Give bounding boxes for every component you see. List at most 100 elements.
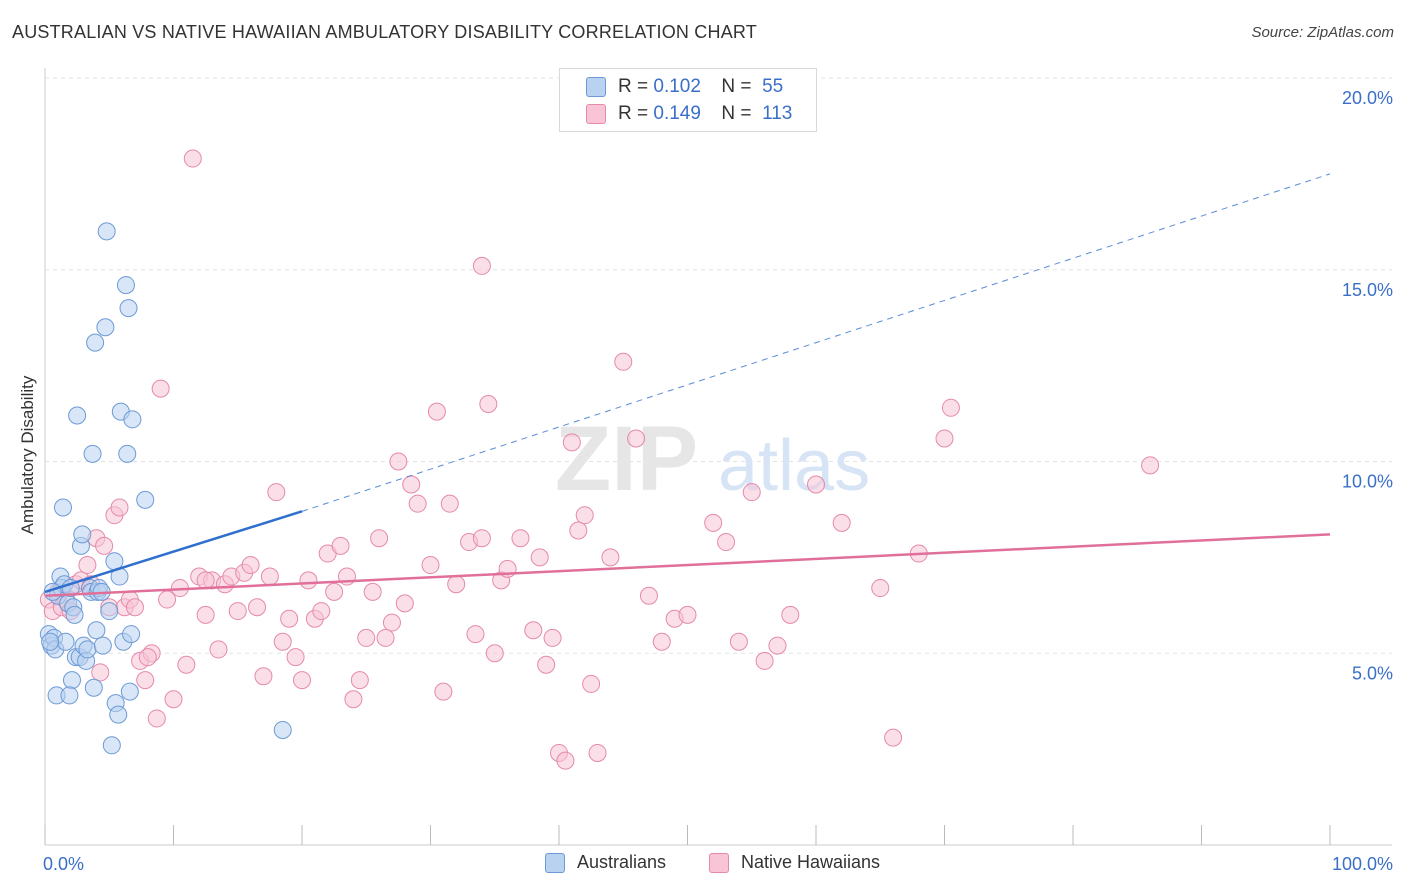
point-hawaiians	[196, 571, 215, 590]
point-hawaiians	[389, 452, 408, 471]
point-hawaiians	[472, 529, 491, 548]
point-hawaiians	[434, 682, 453, 701]
legend-row-australians: R = 0.102 N = 55	[586, 75, 783, 99]
point-hawaiians	[138, 648, 157, 667]
point-hawaiians	[678, 605, 697, 624]
point-hawaiians	[832, 513, 851, 532]
point-hawaiians	[357, 628, 376, 647]
point-australians	[73, 525, 92, 544]
point-hawaiians	[408, 494, 427, 513]
bottom-legend-label-australians: Australians	[577, 852, 667, 872]
trend-australians	[44, 510, 303, 594]
point-hawaiians	[941, 398, 960, 417]
point-australians	[86, 333, 105, 352]
point-hawaiians	[254, 667, 273, 686]
point-hawaiians	[556, 751, 575, 770]
point-hawaiians	[1141, 456, 1160, 475]
point-hawaiians	[248, 598, 267, 617]
point-hawaiians	[427, 402, 446, 421]
point-hawaiians	[755, 651, 774, 670]
bottom-swatch-hawaiians	[709, 852, 729, 873]
point-hawaiians	[280, 609, 299, 628]
legend-swatch-hawaiians	[586, 104, 606, 124]
bottom-legend-hawaiians: Native Hawaiians	[709, 852, 880, 873]
point-hawaiians	[125, 598, 144, 617]
point-australians	[87, 621, 106, 640]
point-australians	[78, 640, 97, 659]
point-hawaiians	[267, 483, 286, 502]
trend-australians-extended	[301, 173, 1331, 512]
chart-title: AUSTRALIAN VS NATIVE HAWAIIAN AMBULATORY…	[12, 22, 757, 42]
y-tick-label: 5.0%	[1352, 663, 1393, 683]
point-australians	[120, 682, 139, 701]
point-hawaiians	[196, 605, 215, 624]
point-australians	[96, 318, 115, 337]
point-hawaiians	[209, 640, 228, 659]
point-australians	[273, 720, 292, 739]
watermark: ZIP	[555, 408, 698, 510]
point-hawaiians	[530, 548, 549, 567]
point-australians	[118, 444, 137, 463]
bottom-legend-label-hawaiians: Native Hawaiians	[741, 852, 881, 872]
point-hawaiians	[447, 575, 466, 594]
point-hawaiians	[344, 690, 363, 709]
legend-r-value: 0.102	[653, 76, 701, 97]
y-tick-label: 10.0%	[1342, 472, 1393, 492]
point-hawaiians	[479, 394, 498, 413]
point-hawaiians	[273, 632, 292, 651]
point-hawaiians	[524, 621, 543, 640]
legend-r-label: R =	[618, 76, 649, 97]
point-hawaiians	[562, 433, 581, 452]
legend-row-hawaiians: R = 0.149 N = 113	[586, 102, 792, 126]
point-hawaiians	[575, 506, 594, 525]
point-hawaiians	[652, 632, 671, 651]
legend-n-label: N =	[721, 103, 752, 124]
point-hawaiians	[164, 690, 183, 709]
point-hawaiians	[228, 602, 247, 621]
y-tick-label: 20.0%	[1342, 88, 1393, 108]
point-hawaiians	[440, 494, 459, 513]
legend-r-label: R =	[618, 103, 649, 124]
point-australians	[84, 678, 103, 697]
point-hawaiians	[331, 536, 350, 555]
point-hawaiians	[601, 548, 620, 567]
point-hawaiians	[537, 655, 556, 674]
point-hawaiians	[370, 529, 389, 548]
point-hawaiians	[147, 709, 166, 728]
point-australians	[100, 602, 119, 621]
point-hawaiians	[768, 636, 787, 655]
point-hawaiians	[91, 663, 110, 682]
point-australians	[62, 671, 81, 690]
legend-r-value: 0.149	[653, 103, 701, 124]
point-hawaiians	[582, 674, 601, 693]
point-hawaiians	[807, 475, 825, 494]
point-hawaiians	[110, 498, 129, 517]
point-hawaiians	[543, 628, 562, 647]
point-hawaiians	[95, 536, 114, 555]
point-australians	[123, 410, 142, 429]
point-australians	[116, 276, 135, 295]
point-hawaiians	[78, 556, 97, 575]
source-label: Source: ZipAtlas.com	[1251, 24, 1394, 41]
point-australians	[56, 632, 75, 651]
point-australians	[41, 632, 60, 651]
point-hawaiians	[260, 567, 279, 586]
point-hawaiians	[136, 671, 155, 690]
point-australians	[68, 406, 87, 425]
point-hawaiians	[325, 582, 344, 601]
stats-legend: R = 0.102 N = 55 R = 0.149 N = 113	[559, 68, 817, 132]
point-hawaiians	[241, 556, 260, 575]
bottom-swatch-australians	[545, 852, 565, 873]
point-australians	[122, 625, 141, 644]
point-hawaiians	[871, 579, 890, 598]
point-australians	[102, 736, 121, 755]
point-hawaiians	[382, 613, 401, 632]
trend-hawaiians	[44, 533, 1331, 597]
x-tick-label: 100.0%	[1332, 854, 1393, 874]
point-australians	[97, 222, 116, 241]
point-hawaiians	[569, 521, 588, 540]
point-hawaiians	[402, 475, 421, 494]
point-hawaiians	[588, 743, 607, 762]
legend-n-label: N =	[721, 76, 752, 97]
